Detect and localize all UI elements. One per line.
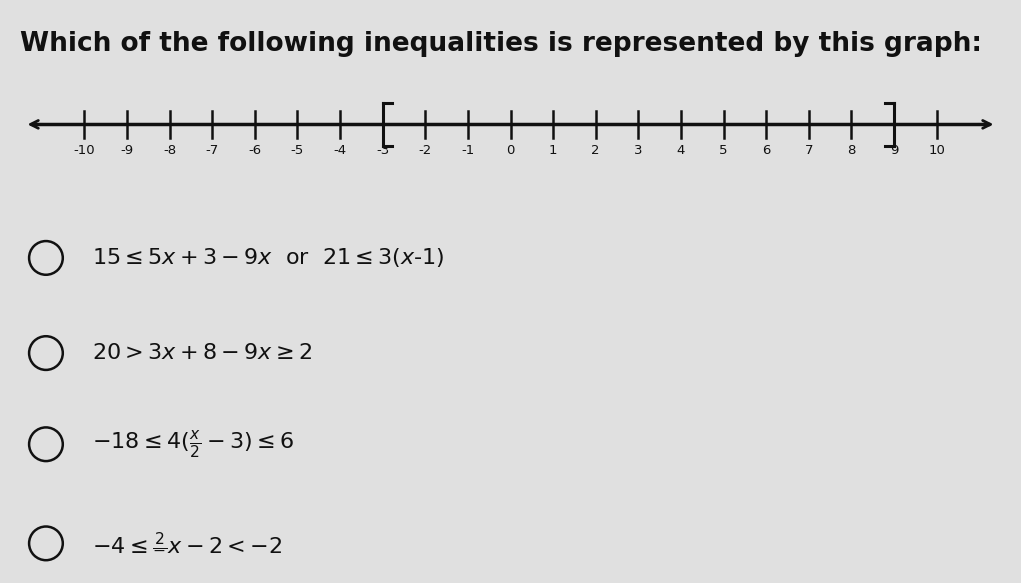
Text: 9: 9 [890,144,898,157]
Text: -5: -5 [291,144,304,157]
Text: -9: -9 [120,144,134,157]
Text: -8: -8 [163,144,177,157]
Text: 4: 4 [677,144,685,157]
Text: $-4\leq \frac{2}{-}x-2<-2$: $-4\leq \frac{2}{-}x-2<-2$ [92,532,282,555]
Text: $20>3x+8-9x\geq 2$: $20>3x+8-9x\geq 2$ [92,343,312,363]
Text: 0: 0 [506,144,515,157]
Text: -3: -3 [376,144,389,157]
Text: 7: 7 [805,144,813,157]
Text: 1: 1 [549,144,557,157]
Text: $-18\leq 4(\frac{x}{2}-3)\leq 6$: $-18\leq 4(\frac{x}{2}-3)\leq 6$ [92,429,294,460]
Text: 2: 2 [591,144,600,157]
Text: -6: -6 [248,144,261,157]
Text: -7: -7 [205,144,218,157]
Text: $15\leq 5x+3-9x$  or  $21\leq 3(x$-$1)$: $15\leq 5x+3-9x$ or $21\leq 3(x$-$1)$ [92,247,444,269]
Text: 6: 6 [762,144,771,157]
Text: 8: 8 [847,144,856,157]
Text: 10: 10 [928,144,945,157]
Text: -4: -4 [334,144,346,157]
Text: 5: 5 [720,144,728,157]
Text: -2: -2 [419,144,432,157]
Text: Which of the following inequalities is represented by this graph:: Which of the following inequalities is r… [20,31,982,57]
Text: -1: -1 [461,144,475,157]
Text: 3: 3 [634,144,642,157]
Text: -10: -10 [74,144,95,157]
